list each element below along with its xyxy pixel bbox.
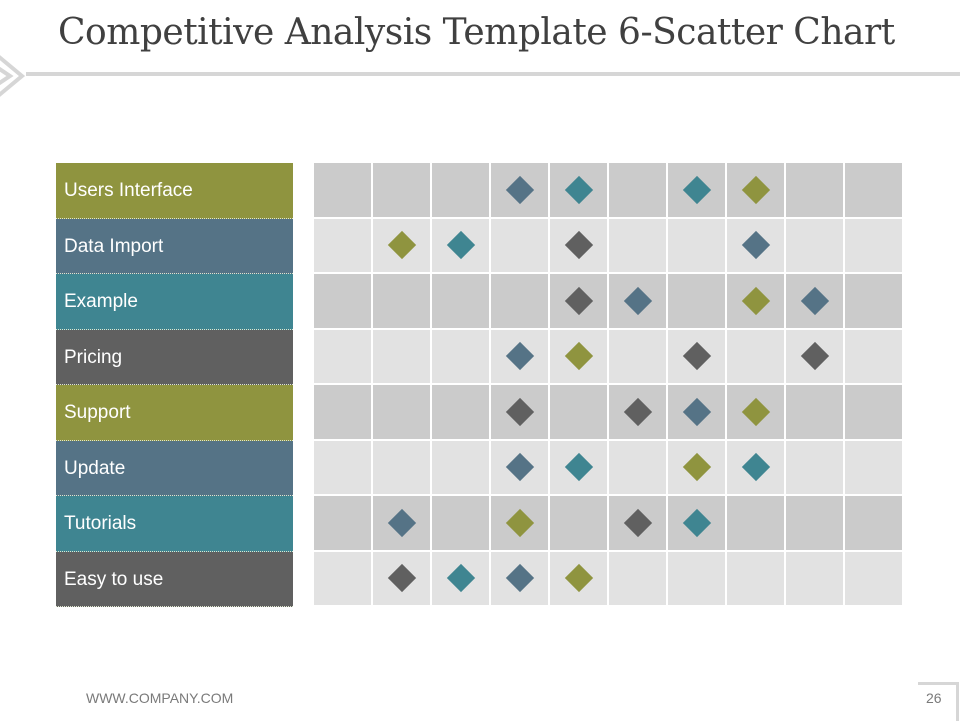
row-label: Users Interface [56,163,293,219]
title-divider [26,72,960,76]
page-number-frame [918,682,959,721]
grid-cell [550,385,609,441]
grid-cell [314,163,373,219]
grid-cell [373,329,432,385]
page-number: 26 [926,690,942,706]
row-label: Update [56,440,293,496]
grid-cell [668,385,727,441]
grid-cell [786,551,845,607]
grid-cell [550,496,609,552]
grid-cell [845,218,904,274]
grid-cell [786,218,845,274]
grid-cell [845,274,904,330]
grid-cell [668,274,727,330]
grid-cell [727,329,786,385]
grid-cell [314,385,373,441]
row-label: Pricing [56,329,293,385]
grid-cell [314,329,373,385]
grid-cell [786,440,845,496]
grid-cell [314,440,373,496]
grid-cell [373,163,432,219]
grid-cell [845,496,904,552]
grid-cell [727,496,786,552]
grid-cell [845,163,904,219]
grid-cell [786,163,845,219]
row-label: Tutorials [56,496,293,552]
row-label: Example [56,274,293,330]
grid-cell [491,218,550,274]
grid-cell [668,218,727,274]
grid-cell [845,440,904,496]
grid-cell [845,329,904,385]
row-label: Support [56,385,293,441]
scatter-grid [314,163,904,607]
grid-cell [668,551,727,607]
grid-cell [432,163,491,219]
grid-cell [609,551,668,607]
grid-cell [609,329,668,385]
grid-cell [727,551,786,607]
row-label: Data Import [56,218,293,274]
grid-cell [491,274,550,330]
grid-cell [432,329,491,385]
page-title: Competitive Analysis Template 6-Scatter … [58,12,895,53]
grid-cell [373,274,432,330]
row-labels: Users Interface Data Import Example Pricing… [56,163,293,607]
grid-cell [609,218,668,274]
grid-cell [432,274,491,330]
grid-cell [845,385,904,441]
grid-cell [786,385,845,441]
grid-cell [786,496,845,552]
grid-cell [314,551,373,607]
grid-cell [609,163,668,219]
footer-website: WWW.COMPANY.COM [86,690,234,706]
grid-cell [373,385,432,441]
grid-cell [432,385,491,441]
grid-cell [314,496,373,552]
grid-cell [432,551,491,607]
grid-cell [314,218,373,274]
row-label: Easy to use [56,551,293,607]
grid-cell [432,496,491,552]
grid-cell [432,440,491,496]
chevron-decoration-icon [0,55,26,97]
grid-cell [314,274,373,330]
grid-cell [609,440,668,496]
grid-cell [373,440,432,496]
grid-cell [845,551,904,607]
